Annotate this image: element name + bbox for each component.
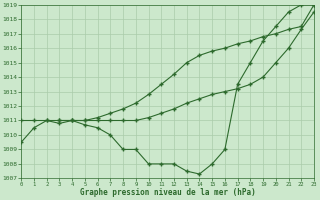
X-axis label: Graphe pression niveau de la mer (hPa): Graphe pression niveau de la mer (hPa)	[80, 188, 255, 197]
